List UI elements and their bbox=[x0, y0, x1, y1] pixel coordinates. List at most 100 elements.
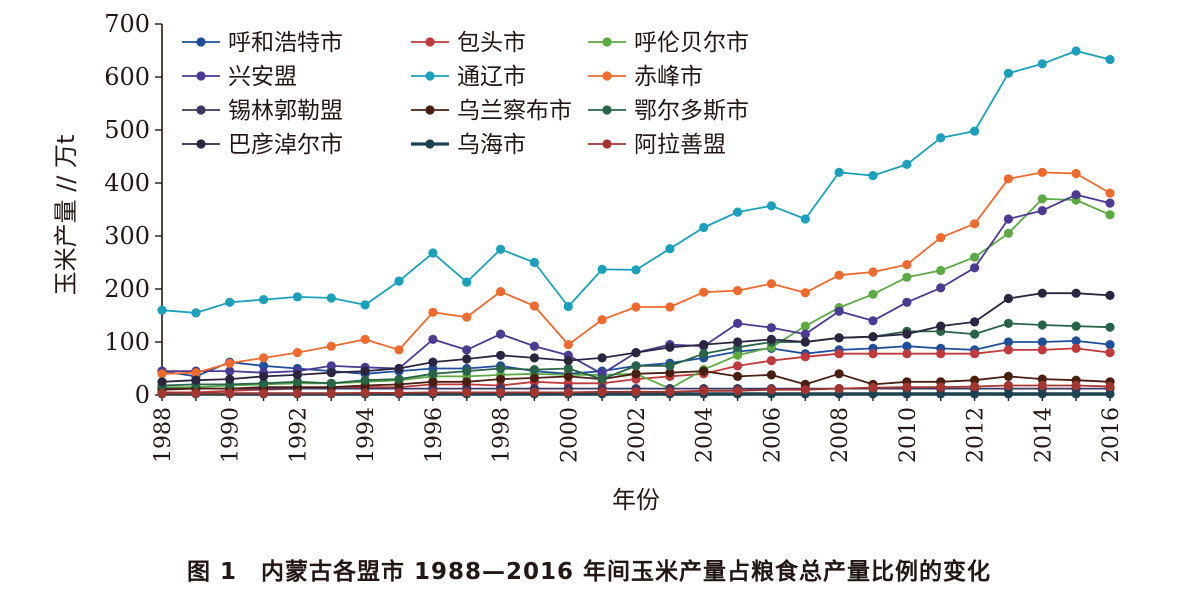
data-point bbox=[259, 361, 269, 371]
data-point bbox=[1105, 198, 1115, 208]
data-point bbox=[970, 349, 980, 359]
legend-label: 呼和浩特市 bbox=[228, 30, 343, 56]
data-point bbox=[834, 369, 844, 379]
data-point bbox=[191, 388, 201, 398]
data-point bbox=[766, 356, 777, 366]
data-point bbox=[1003, 214, 1014, 224]
data-point bbox=[834, 384, 844, 394]
data-point bbox=[902, 389, 912, 399]
x-tick-label: 2000 bbox=[557, 407, 582, 463]
legend-swatch-marker bbox=[602, 37, 612, 47]
data-point bbox=[1105, 389, 1115, 399]
data-point bbox=[191, 368, 201, 378]
data-point bbox=[529, 353, 540, 363]
data-point bbox=[1037, 374, 1047, 384]
data-point bbox=[462, 366, 472, 376]
data-point bbox=[800, 214, 810, 224]
data-point bbox=[868, 171, 878, 181]
x-tick-label: 1996 bbox=[422, 407, 447, 463]
data-point bbox=[157, 369, 167, 379]
data-point bbox=[462, 345, 472, 355]
series-6 bbox=[157, 167, 1115, 379]
data-point bbox=[326, 368, 336, 378]
data-point bbox=[1071, 288, 1081, 298]
data-point bbox=[394, 363, 404, 374]
data-point bbox=[1037, 194, 1047, 204]
x-tick-label: 1994 bbox=[354, 407, 379, 463]
data-point bbox=[970, 317, 980, 327]
data-point bbox=[529, 301, 540, 311]
data-point bbox=[1105, 54, 1115, 65]
data-point bbox=[225, 358, 235, 368]
data-point bbox=[902, 329, 912, 339]
data-point bbox=[936, 133, 946, 143]
legend-item: 乌兰察布市 bbox=[411, 98, 572, 124]
data-point bbox=[868, 267, 878, 277]
legend-item: 锡林郭勒盟 bbox=[182, 98, 343, 124]
data-point bbox=[902, 382, 912, 392]
data-point bbox=[1003, 293, 1014, 304]
x-axis-title: 年份 bbox=[612, 486, 660, 514]
x-tick-label: 2002 bbox=[625, 407, 650, 463]
data-point bbox=[902, 349, 912, 359]
data-point bbox=[902, 341, 912, 351]
data-point bbox=[360, 388, 370, 398]
data-point bbox=[834, 333, 844, 343]
data-point bbox=[1105, 210, 1115, 220]
data-point bbox=[394, 276, 404, 286]
legend-swatch-marker bbox=[425, 71, 435, 81]
legend-label: 乌海市 bbox=[457, 132, 526, 158]
data-point bbox=[665, 342, 675, 352]
data-point bbox=[733, 337, 743, 347]
data-point bbox=[496, 374, 506, 384]
legend-label: 阿拉善盟 bbox=[634, 132, 726, 158]
data-point bbox=[1003, 174, 1014, 184]
data-point bbox=[868, 332, 878, 342]
data-point bbox=[733, 318, 743, 328]
y-tick-label: 100 bbox=[104, 328, 150, 356]
data-point bbox=[631, 348, 641, 358]
data-point bbox=[1003, 318, 1014, 328]
data-point bbox=[292, 388, 302, 398]
data-point bbox=[733, 361, 743, 371]
data-point bbox=[733, 207, 743, 217]
data-point bbox=[428, 377, 438, 387]
data-point bbox=[970, 381, 980, 392]
data-point bbox=[496, 363, 506, 374]
legend-item: 鄂尔多斯市 bbox=[588, 98, 749, 124]
data-point bbox=[1003, 380, 1014, 391]
legend-label: 赤峰市 bbox=[634, 64, 703, 90]
legend-label: 鄂尔多斯市 bbox=[634, 98, 749, 124]
data-point bbox=[157, 388, 167, 398]
data-point bbox=[1105, 381, 1115, 392]
legend-label: 呼伦贝尔市 bbox=[634, 30, 749, 56]
data-point bbox=[1071, 321, 1081, 331]
legend-item: 赤峰市 bbox=[588, 64, 703, 90]
y-tick-label: 300 bbox=[104, 222, 150, 250]
data-point bbox=[292, 370, 302, 380]
data-point bbox=[1105, 322, 1115, 332]
data-point bbox=[326, 293, 336, 303]
series-lines bbox=[157, 46, 1115, 399]
data-point bbox=[834, 167, 844, 177]
data-point bbox=[665, 244, 675, 254]
y-tick-label: 200 bbox=[104, 275, 150, 303]
legend-label: 巴彦淖尔市 bbox=[228, 132, 343, 158]
data-point bbox=[631, 361, 641, 371]
data-point bbox=[259, 353, 269, 363]
data-point bbox=[834, 349, 844, 359]
data-point bbox=[936, 265, 946, 276]
data-point bbox=[766, 334, 777, 344]
data-point bbox=[800, 329, 810, 339]
legend-swatch-marker bbox=[425, 105, 435, 115]
y-ticks: 0 100 200 300 400 500 600 700 bbox=[104, 10, 162, 409]
data-point bbox=[1037, 59, 1047, 69]
y-axis-title: 玉米产量 // 万t bbox=[52, 135, 80, 296]
data-point bbox=[970, 252, 980, 262]
data-point bbox=[936, 283, 946, 293]
data-point bbox=[1105, 348, 1115, 358]
data-point bbox=[766, 370, 777, 380]
data-point bbox=[225, 374, 235, 384]
data-point bbox=[394, 388, 404, 398]
data-point bbox=[1071, 343, 1081, 353]
